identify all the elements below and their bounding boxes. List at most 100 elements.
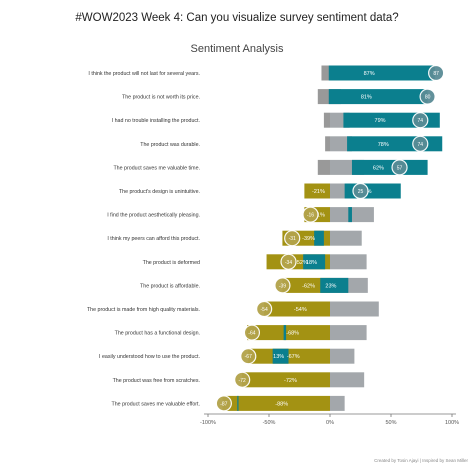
bar-row: The product has a functional design. -68%…	[115, 324, 367, 341]
bar-row: I find the product aesthetically pleasin…	[107, 206, 374, 223]
net-sentiment-label: 57	[397, 165, 403, 171]
net-sentiment-label: -39	[279, 283, 286, 289]
neutral-bar	[330, 395, 345, 411]
net-sentiment-label: 74	[417, 142, 423, 148]
neutral-bar	[330, 301, 379, 317]
positive-bar	[348, 207, 352, 223]
negative-bar	[222, 395, 330, 411]
positive-label: 13%	[273, 354, 284, 360]
x-axis: -100% -50% 0% 50% 100%	[200, 413, 459, 426]
negative-bar	[242, 372, 330, 388]
net-sentiment-label: -34	[285, 260, 292, 266]
positive-bar	[351, 159, 428, 175]
category-label: I easily understood how to use the produ…	[99, 354, 200, 360]
neutral-bar	[330, 136, 352, 152]
category-label: I think the product will not last for se…	[88, 71, 200, 77]
positive-bar	[328, 65, 435, 81]
net-sentiment-label: -31	[289, 236, 296, 242]
bar-row: The product saves me valuable time. 62% 57	[113, 159, 428, 176]
net-sentiment-label: -67	[245, 354, 252, 360]
category-label: The product saves me valuable effort.	[111, 401, 200, 407]
category-label: The product is deformed	[143, 260, 200, 266]
negative-label: -88%	[275, 401, 288, 407]
net-sentiment-circle	[243, 324, 261, 341]
negative-label: -68%	[286, 331, 299, 337]
negative-label: -39%	[302, 236, 315, 242]
bar-row: The product's design is unintuitive.46%-…	[119, 182, 401, 200]
negative-bar	[317, 89, 330, 105]
positive-bar	[303, 254, 326, 270]
negative-bar	[282, 277, 330, 293]
neutral-bar	[330, 348, 355, 364]
positive-bar	[320, 277, 349, 293]
positive-bar	[328, 89, 428, 105]
net-sentiment-circle	[234, 371, 251, 388]
category-label: The product's design is unintuitive.	[119, 189, 200, 195]
bar-row: The product was durable. 78% 74	[140, 135, 443, 152]
negative-label: -67%	[287, 354, 300, 360]
positive-bar	[314, 230, 324, 246]
net-sentiment-label: 25	[358, 189, 364, 195]
positive-label: 23%	[325, 283, 336, 289]
category-label: I think my peers can afford this product…	[107, 236, 200, 242]
net-sentiment-label: -87	[220, 401, 227, 407]
credit-text: Created by Tosin Ajayi | Inspired by Sea…	[374, 458, 468, 463]
x-tick-label: -100%	[200, 420, 216, 426]
negative-bar	[247, 325, 330, 341]
negative-label: -62%	[302, 283, 315, 289]
category-label: I had no trouble installing the product.	[112, 118, 200, 124]
category-label: The product has a functional design.	[115, 331, 200, 337]
net-sentiment-circle	[412, 135, 429, 152]
x-tick-label: 0%	[326, 420, 334, 426]
negative-bar	[323, 112, 330, 128]
category-label: I find the product aesthetically pleasin…	[107, 213, 200, 219]
net-sentiment-circle	[302, 206, 319, 223]
bar-row: The product is deformed 18%-52%-34	[143, 253, 367, 270]
net-sentiment-label: -72	[239, 378, 246, 384]
positive-bar	[272, 348, 289, 364]
positive-label: 78%	[378, 142, 389, 148]
positive-bar	[283, 325, 287, 341]
net-sentiment-circle	[215, 395, 232, 412]
bar-row: I think my peers can afford this product…	[107, 230, 362, 247]
category-label: The product is made from high quality ma…	[87, 307, 200, 313]
net-sentiment-circle	[280, 253, 297, 270]
bars-layer: I think the product will not last for se…	[87, 64, 445, 412]
net-sentiment-circle	[274, 277, 291, 294]
positive-label: 87%	[364, 71, 375, 77]
bar-row: The product saves me valuable effort. -88…	[111, 395, 345, 412]
net-sentiment-circle	[256, 300, 273, 318]
neutral-bar	[330, 325, 367, 341]
negative-bar	[264, 301, 330, 317]
negative-bar	[321, 65, 330, 81]
category-label: The product is not worth its price.	[122, 95, 200, 101]
category-label: The product was durable.	[140, 142, 200, 148]
positive-label: 62%	[373, 165, 384, 171]
bar-row: The product is made from high quality ma…	[87, 300, 379, 318]
neutral-bar	[330, 254, 367, 270]
positive-bar	[237, 395, 239, 411]
positive-label: 18%	[306, 260, 317, 266]
page-title: #WOW2023 Week 4: Can you visualize surve…	[75, 12, 399, 24]
bar-row: The product was free from scratches. -72%…	[113, 371, 365, 388]
x-tick-label: 50%	[385, 420, 396, 426]
negative-label: -52%	[295, 260, 308, 266]
x-tick-label: -50%	[263, 420, 276, 426]
net-sentiment-circle	[419, 88, 436, 105]
net-sentiment-label: -16	[307, 213, 314, 219]
net-sentiment-label: 87	[433, 71, 439, 77]
bar-row: The product is not worth its price. 81% 80	[122, 88, 436, 105]
negative-label: -21%	[312, 189, 325, 195]
net-sentiment-circle	[428, 64, 445, 82]
negative-label: -72%	[284, 378, 297, 384]
bar-row: I had no trouble installing the product.…	[112, 112, 440, 129]
x-tick-label: 100%	[445, 420, 459, 426]
bar-row: I think the product will not last for se…	[88, 64, 445, 82]
net-sentiment-circle	[412, 112, 429, 129]
bar-row: I easily understood how to use the produ…	[99, 348, 355, 365]
negative-bar	[325, 136, 330, 152]
category-label: The product saves me valuable time.	[113, 165, 200, 171]
net-sentiment-label: -54	[261, 307, 268, 313]
positive-label: 79%	[375, 118, 386, 124]
